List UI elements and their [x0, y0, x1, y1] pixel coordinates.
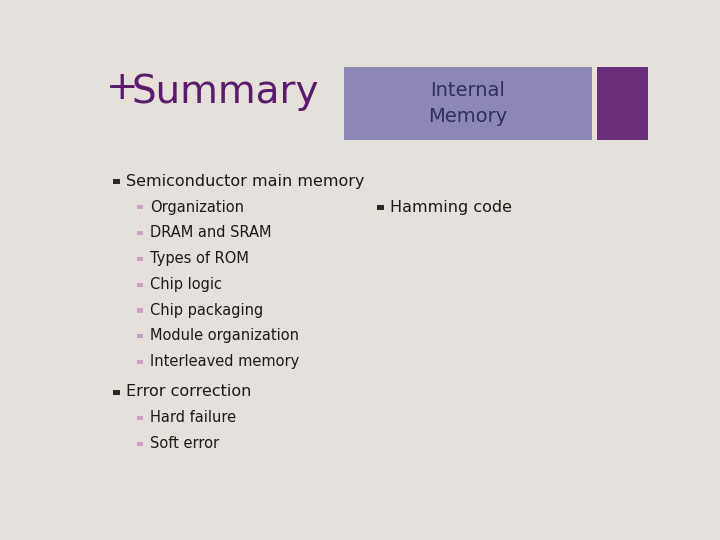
Text: Error correction: Error correction — [126, 384, 252, 399]
Text: Interleaved memory: Interleaved memory — [150, 354, 300, 369]
Text: Chip logic: Chip logic — [150, 277, 222, 292]
Text: Hard failure: Hard failure — [150, 410, 236, 425]
Text: Soft error: Soft error — [150, 436, 220, 451]
Bar — [114, 179, 120, 184]
Bar — [138, 257, 143, 261]
Bar — [138, 308, 143, 313]
Text: Organization: Organization — [150, 199, 244, 214]
Bar — [138, 231, 143, 235]
Bar — [138, 282, 143, 287]
Bar — [138, 205, 143, 210]
Bar — [138, 416, 143, 420]
Text: +: + — [106, 69, 138, 107]
Bar — [138, 334, 143, 339]
Text: Semiconductor main memory: Semiconductor main memory — [126, 174, 365, 188]
Bar — [344, 67, 593, 140]
Bar — [377, 205, 384, 210]
Text: Hamming code: Hamming code — [390, 199, 512, 214]
Text: DRAM and SRAM: DRAM and SRAM — [150, 225, 271, 240]
Text: Module organization: Module organization — [150, 328, 300, 343]
Bar — [597, 67, 648, 140]
Bar — [138, 442, 143, 446]
Bar — [138, 360, 143, 364]
Text: Internal
Memory: Internal Memory — [428, 80, 508, 126]
Text: Summary: Summary — [132, 73, 320, 111]
Text: Chip packaging: Chip packaging — [150, 302, 264, 318]
Bar — [114, 390, 120, 395]
Text: Types of ROM: Types of ROM — [150, 251, 249, 266]
